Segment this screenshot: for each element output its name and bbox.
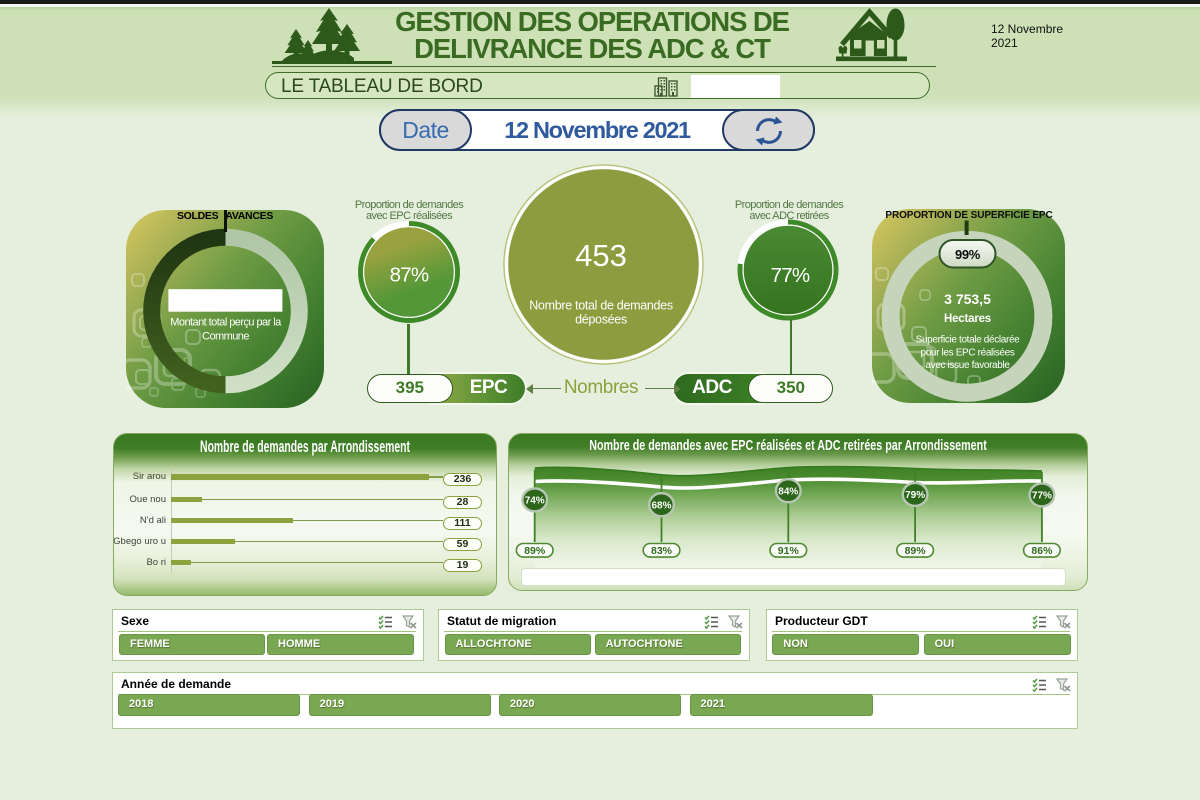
svg-text:99%: 99% (955, 246, 981, 261)
svg-text:77%: 77% (770, 264, 809, 287)
svg-text:86%: 86% (1031, 545, 1053, 557)
svg-text:Superficie totale déclarée: Superficie totale déclarée (916, 334, 1021, 345)
svg-text:Hectares: Hectares (944, 313, 991, 325)
svg-text:déposées: déposées (575, 313, 627, 327)
svg-text:79%: 79% (905, 490, 925, 501)
svg-text:84%: 84% (778, 486, 798, 497)
svg-text:Commune: Commune (202, 331, 249, 343)
svg-text:avec issue favorable: avec issue favorable (926, 360, 1011, 371)
svg-text:74%: 74% (524, 495, 544, 506)
svg-text:68%: 68% (651, 500, 671, 511)
svg-text:77%: 77% (1031, 490, 1051, 501)
svg-text:453: 453 (575, 238, 627, 273)
svg-text:87%: 87% (390, 263, 429, 286)
svg-text:Montant total perçu par la: Montant total perçu par la (170, 317, 282, 329)
svg-text:3 753,5: 3 753,5 (944, 290, 991, 306)
svg-text:89%: 89% (904, 545, 926, 557)
svg-text:89%: 89% (524, 545, 546, 557)
svg-text:pour les EPC réalisées: pour les EPC réalisées (921, 347, 1015, 358)
svg-text:83%: 83% (650, 545, 672, 557)
svg-text:91%: 91% (777, 545, 799, 557)
svg-text:Nombre total de demandes: Nombre total de demandes (529, 299, 673, 313)
